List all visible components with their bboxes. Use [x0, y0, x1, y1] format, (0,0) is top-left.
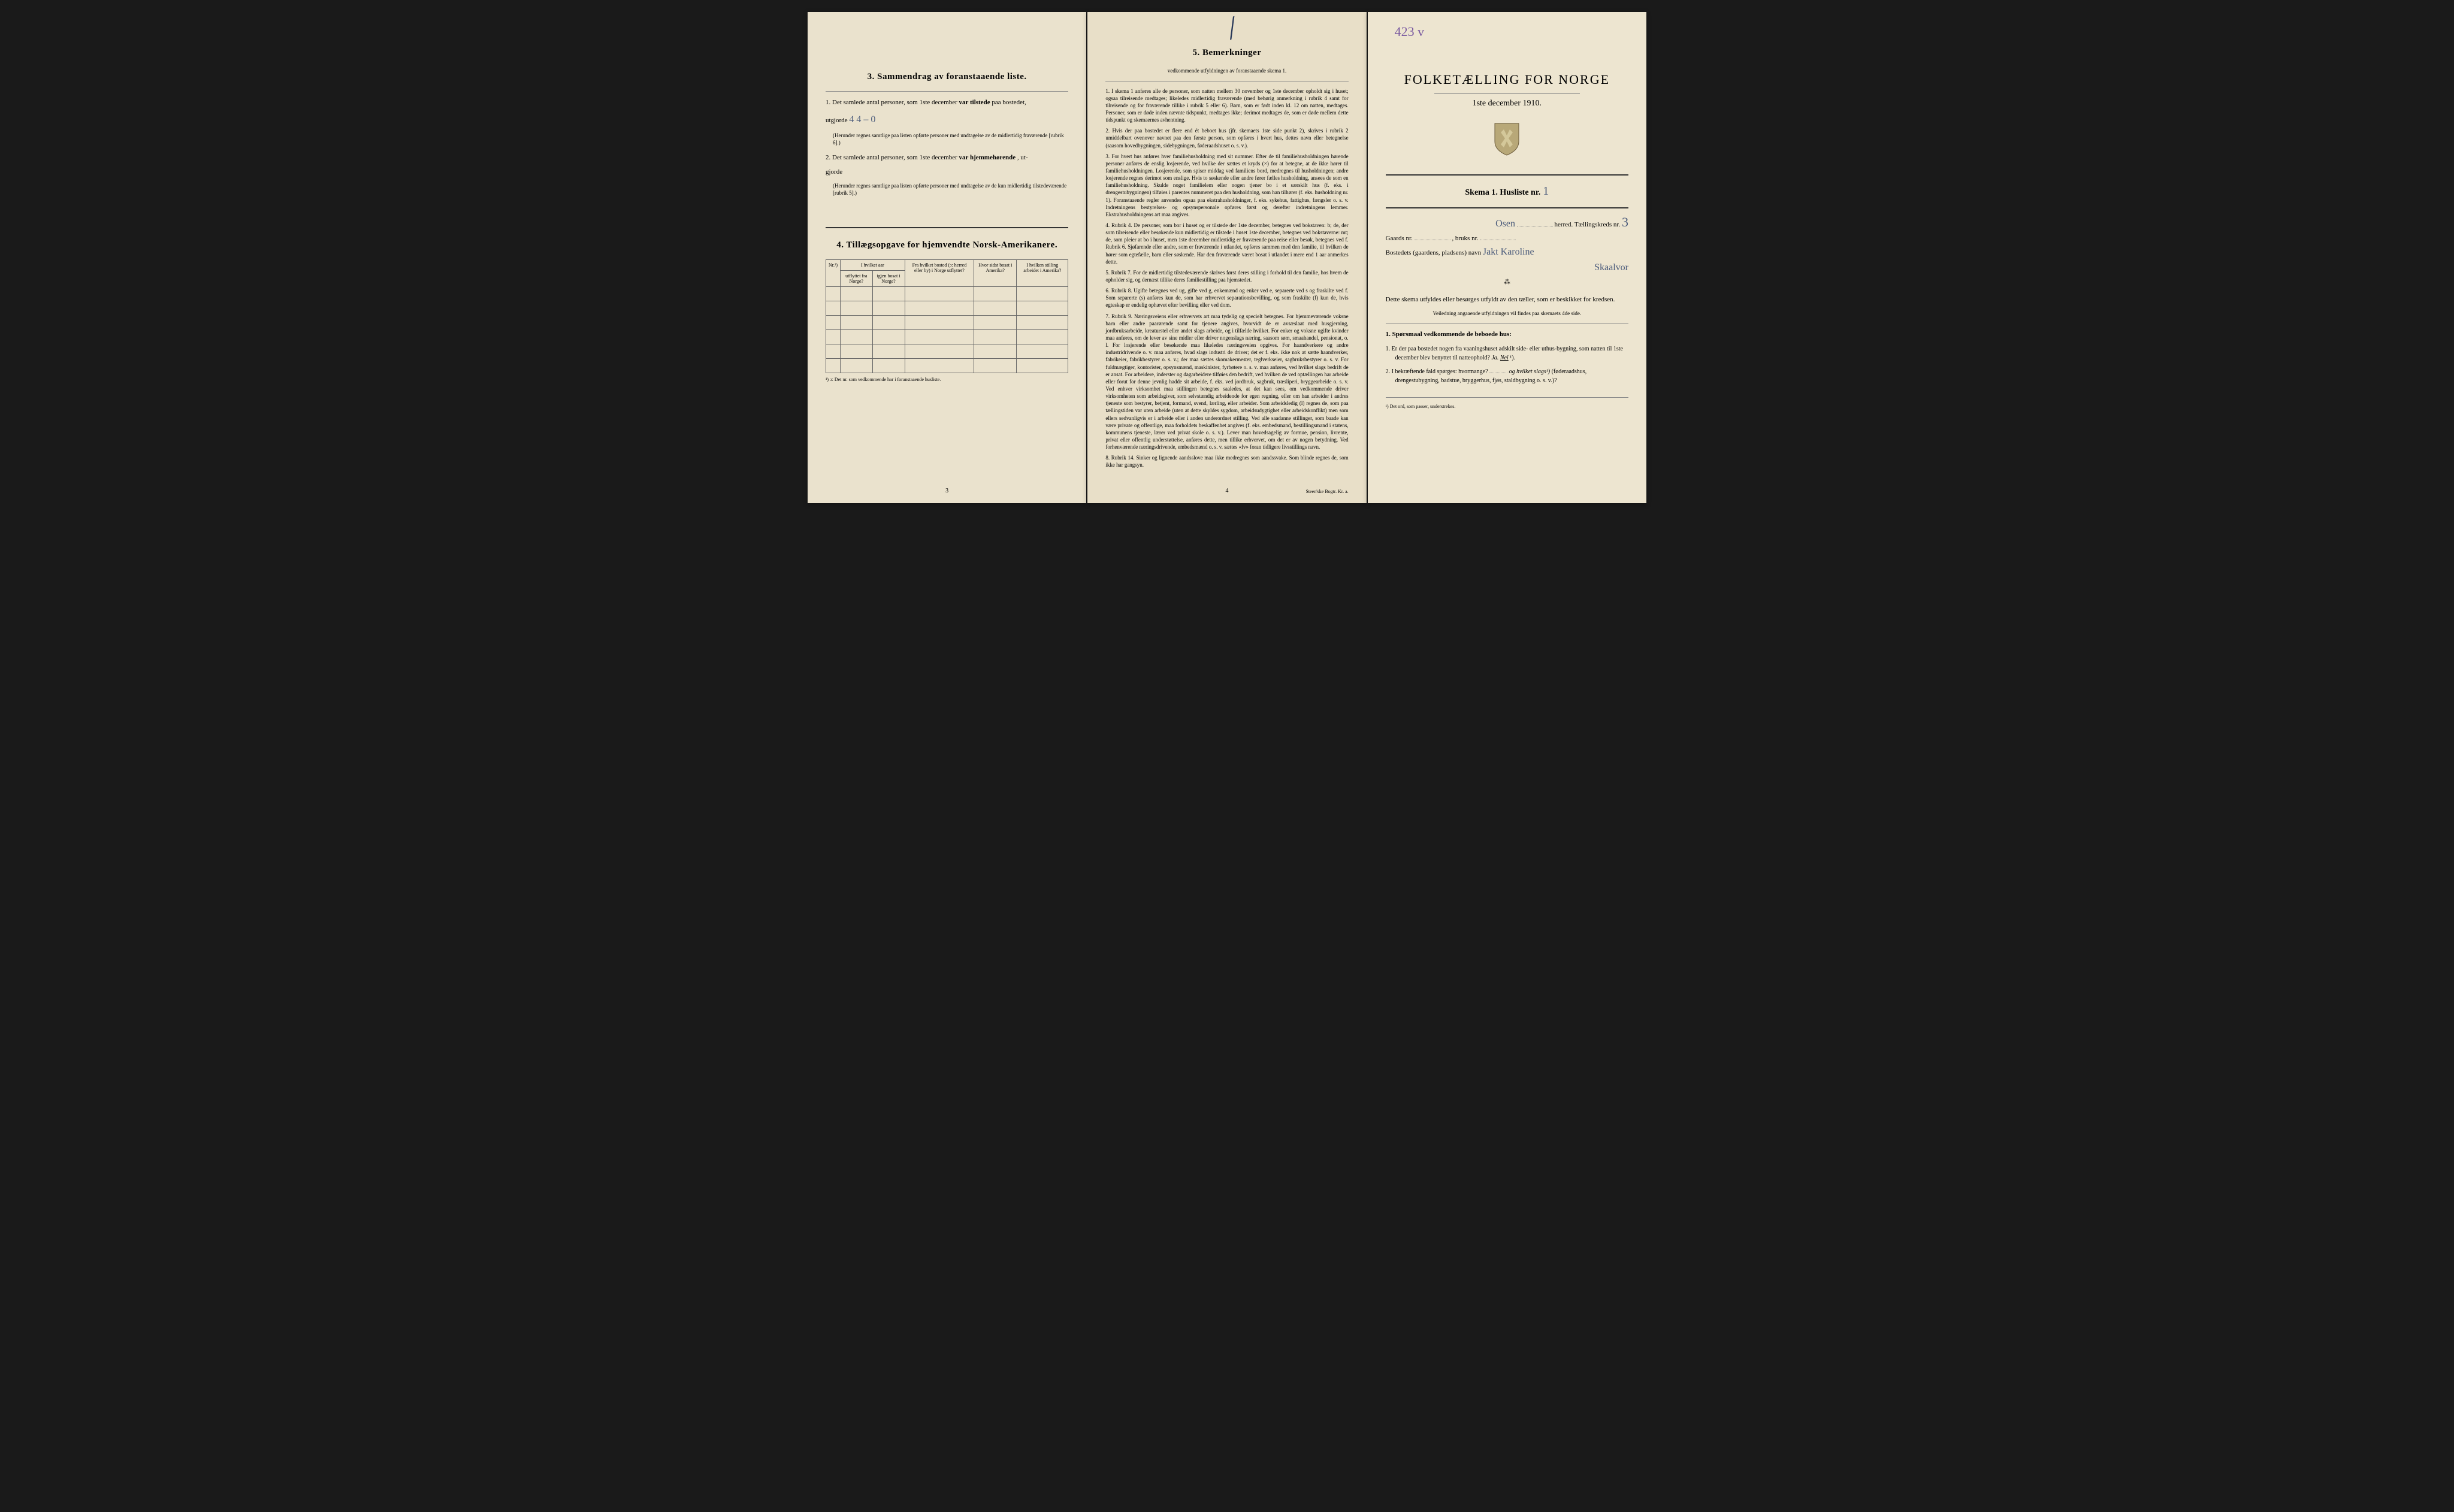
kreds-number: 3 — [1622, 214, 1628, 229]
th-bosat: igjen bosat i Norge? — [872, 270, 905, 286]
q1-sup: ¹). — [1510, 355, 1515, 361]
bosted-label: Bostedets (gaardens, pladsens) navn — [1386, 249, 1481, 256]
rule-item: 1. I skema 1 anføres alle de personer, s… — [1105, 87, 1348, 124]
bosted-line: Bostedets (gaardens, pladsens) navn Jakt… — [1386, 247, 1628, 258]
instruction-text: Dette skema utfyldes eller besørges utfy… — [1386, 295, 1628, 305]
section-5-title: 5. Bemerkninger — [1105, 48, 1348, 58]
coat-of-arms-icon — [1386, 120, 1628, 162]
bosted-value2: Skaalvor — [1594, 262, 1628, 273]
question-2: 2. I bekræftende fald spørges: hvormange… — [1386, 367, 1628, 385]
q1-nei: Nei — [1500, 355, 1509, 361]
table-row — [826, 286, 1068, 301]
schema-label: Skema 1. Husliste nr. — [1465, 188, 1540, 197]
q2-text: 2. I bekræftende fald spørges: hvormange… — [1386, 368, 1488, 375]
gaards-label: Gaards nr. — [1386, 235, 1413, 242]
rule-item: 6. Rubrik 8. Ugifte betegnes ved ug, gif… — [1105, 287, 1348, 309]
section-5-subtitle: vedkommende utfyldningen av foranstaaend… — [1105, 67, 1348, 75]
rules-list: 1. I skema 1 anføres alle de personer, s… — [1105, 87, 1348, 469]
rule-item: 7. Rubrik 9. Næringsveiens eller erhverv… — [1105, 313, 1348, 451]
herred-line: Osen herred. Tællingskreds nr. 3 — [1386, 214, 1628, 230]
th-bosted: Fra hvilket bosted (ɔ: herred eller by) … — [905, 259, 974, 286]
item1-note: (Herunder regnes samtlige paa listen opf… — [826, 132, 1068, 147]
th-nr: Nr.¹) — [826, 259, 841, 286]
item-1: 1. Det samlede antal personer, som 1ste … — [826, 98, 1068, 108]
census-document: 3. Sammendrag av foranstaaende liste. 1.… — [808, 12, 1646, 503]
page-3: 423 v FOLKETÆLLING FOR NORGE 1ste decemb… — [1368, 12, 1646, 503]
section-3-title: 3. Sammendrag av foranstaaende liste. — [826, 72, 1068, 82]
item1-bold: var tilstede — [959, 99, 990, 106]
herred-value: Osen — [1495, 219, 1515, 229]
page-1: 3. Sammendrag av foranstaaende liste. 1.… — [808, 12, 1086, 503]
amerikanere-table: Nr.¹) I hvilket aar Fra hvilket bosted (… — [826, 259, 1068, 373]
printer-credit: Steen'ske Bogtr. Kr. a. — [1305, 489, 1348, 494]
bruks-label: , bruks nr. — [1452, 235, 1478, 242]
table-row — [826, 344, 1068, 358]
main-title: FOLKETÆLLING FOR NORGE — [1386, 72, 1628, 87]
rule-item: 8. Rubrik 14. Sinker og lignende aandssl… — [1105, 454, 1348, 468]
question-1: 1. Er der paa bostedet nogen fra vaaning… — [1386, 344, 1628, 362]
handwritten-ref-number: 423 v — [1395, 24, 1425, 40]
table-row — [826, 329, 1068, 344]
rule-item: 3. For hvert hus anføres hver familiehus… — [1105, 153, 1348, 218]
question-header: 1. Spørsmaal vedkommende de beboede hus: — [1386, 329, 1628, 340]
item1-post: paa bostedet, — [992, 99, 1026, 106]
item1-pre: 1. Det samlede antal personer, som 1ste … — [826, 99, 957, 106]
q2-mid: og hvilket slags¹) — [1509, 368, 1551, 375]
item2-post: , ut- — [1017, 154, 1028, 161]
page-2: ╱ 5. Bemerkninger vedkommende utfyldning… — [1087, 12, 1366, 503]
item2-note: (Herunder regnes samtlige paa listen opf… — [826, 182, 1068, 197]
bosted-line2: Skaalvor — [1386, 262, 1628, 273]
th-stilling: I hvilken stilling arbeidet i Amerika? — [1017, 259, 1068, 286]
husliste-number: 1 — [1543, 185, 1549, 198]
item1-line2: utgjorde — [826, 117, 848, 124]
handwritten-count: 4 4 – 0 — [849, 114, 875, 125]
item-2: 2. Det samlede antal personer, som 1ste … — [826, 153, 1068, 163]
page-number-1: 3 — [808, 488, 1086, 494]
rule-item: 2. Hvis der paa bostedet er flere end ét… — [1105, 127, 1348, 149]
table-footnote: ¹) ɔ: Det nr. som vedkommende har i fora… — [826, 377, 1068, 382]
q1-ja: Ja. — [1491, 355, 1498, 361]
th-utflyttet: utflyttet fra Norge? — [841, 270, 872, 286]
ink-stain: ╱ — [1224, 17, 1241, 40]
page3-footnote: ¹) Det ord, som passer, understrekes. — [1386, 404, 1628, 409]
instruction-text-2: Veiledning angaaende utfyldningen vil fi… — [1386, 310, 1628, 317]
table-row — [826, 301, 1068, 315]
item1-line2-row: utgjorde 4 4 – 0 — [826, 113, 1068, 127]
item2-pre: 2. Det samlede antal personer, som 1ste … — [826, 154, 957, 161]
census-date: 1ste december 1910. — [1386, 99, 1628, 108]
bosted-value: Jakt Karoline — [1483, 247, 1534, 257]
table-row — [826, 315, 1068, 329]
section-4-title: 4. Tillægsopgave for hjemvendte Norsk-Am… — [826, 240, 1068, 250]
th-aar: I hvilket aar — [841, 259, 905, 270]
table-row — [826, 358, 1068, 373]
item2-bold: var hjemmehørende — [959, 154, 1016, 161]
gaards-line: Gaards nr. , bruks nr. — [1386, 235, 1628, 242]
rule-item: 5. Rubrik 7. For de midlertidig tilstede… — [1105, 269, 1348, 283]
rule-item: 4. Rubrik 4. De personer, som bor i huse… — [1105, 222, 1348, 265]
herred-label: herred. Tællingskreds nr. — [1554, 221, 1620, 228]
th-amerika: Hvor sidst bosat i Amerika? — [974, 259, 1017, 286]
item2-line2: gjorde — [826, 167, 1068, 177]
